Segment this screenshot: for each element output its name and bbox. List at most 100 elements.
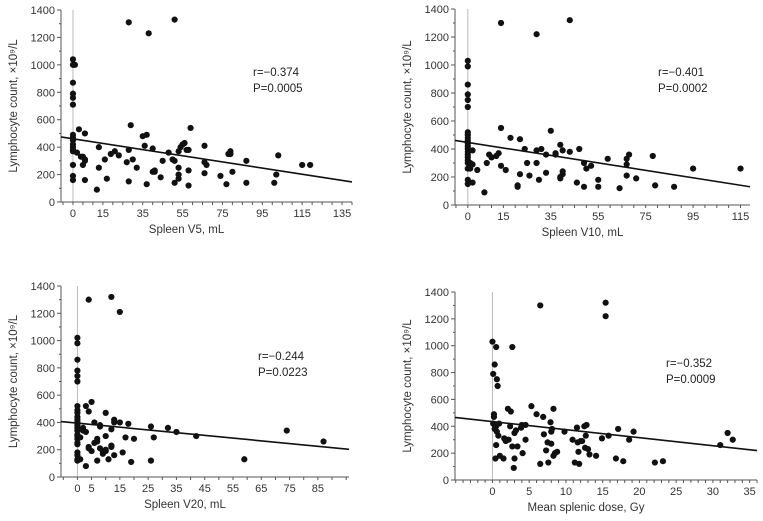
data-point xyxy=(598,435,606,442)
data-point xyxy=(491,361,498,368)
x-tick-label: 65 xyxy=(255,483,267,495)
x-axis-label: Spleen V10, mL xyxy=(542,227,624,239)
y-tick-label: 400 xyxy=(37,142,55,154)
stat-annotation: P=0.0223 xyxy=(258,367,308,379)
x-tick-label: 35 xyxy=(545,211,557,223)
data-point xyxy=(490,370,497,378)
x-tick-label: 95 xyxy=(687,211,699,223)
data-point xyxy=(464,96,471,104)
y-tick-label: 1000 xyxy=(31,60,55,72)
data-point xyxy=(88,447,95,455)
data-point xyxy=(91,419,98,426)
data-point xyxy=(115,152,122,159)
y-tick-label: 400 xyxy=(431,144,449,156)
data-point xyxy=(217,172,224,180)
data-point xyxy=(464,57,471,64)
data-point xyxy=(493,376,500,383)
data-point xyxy=(576,460,583,467)
data-point xyxy=(187,124,194,132)
data-point xyxy=(561,428,568,435)
data-point xyxy=(128,458,135,466)
y-tick-label: 600 xyxy=(431,394,449,406)
y-tick-label: 1200 xyxy=(425,314,449,326)
data-point xyxy=(507,408,514,415)
data-point xyxy=(547,419,554,426)
data-point xyxy=(241,456,248,463)
data-point xyxy=(125,19,132,26)
data-point xyxy=(548,425,556,433)
y-axis-label: Lymphocyte count, ×10⁹/L xyxy=(8,39,20,173)
data-point xyxy=(85,408,92,415)
data-point xyxy=(69,79,77,86)
data-point xyxy=(101,156,108,163)
scatter-panel-1: 0 200 400 600 800 1000 1200 1400 0 15 35 55 75 95 115 1… xyxy=(8,5,353,236)
data-point xyxy=(77,456,84,463)
data-point xyxy=(469,147,476,154)
data-point xyxy=(464,103,471,111)
data-point xyxy=(75,126,83,133)
data-point xyxy=(620,458,627,465)
data-point xyxy=(81,130,89,137)
y-tick-label: 800 xyxy=(431,88,449,100)
regression-line xyxy=(60,420,350,451)
data-point xyxy=(554,448,561,455)
data-point xyxy=(150,434,157,441)
data-point xyxy=(95,164,102,171)
y-tick-label: 0 xyxy=(49,197,55,209)
x-tick-label: 35 xyxy=(744,486,756,498)
data-point xyxy=(271,179,278,186)
data-point xyxy=(147,457,155,464)
x-tick-label: 0 xyxy=(489,486,495,498)
data-point xyxy=(497,19,505,27)
x-tick-label: 115 xyxy=(293,208,311,220)
x-tick-label: 135 xyxy=(333,208,351,220)
data-point xyxy=(522,436,529,443)
data-point xyxy=(566,17,573,24)
x-tick-label: 95 xyxy=(256,208,268,220)
y-axis-label: Lymphocyte count, ×10⁹/L xyxy=(8,314,20,448)
regression-line xyxy=(454,139,751,188)
data-point xyxy=(493,343,500,351)
data-point xyxy=(526,172,533,179)
data-point xyxy=(580,183,588,190)
y-tick-label: 200 xyxy=(431,172,449,184)
data-point xyxy=(133,164,140,171)
x-axis-label: Mean splenic dose, Gy xyxy=(528,502,645,514)
data-point xyxy=(74,334,81,341)
y-tick-label: 600 xyxy=(431,116,449,128)
data-point xyxy=(689,165,697,172)
data-point xyxy=(547,127,554,134)
data-point xyxy=(320,438,327,445)
stat-annotation: P=0.0005 xyxy=(253,83,303,95)
data-point xyxy=(604,155,611,162)
data-point xyxy=(509,443,516,450)
data-point xyxy=(502,166,509,174)
data-point xyxy=(175,171,182,178)
data-point xyxy=(102,409,109,416)
data-point xyxy=(579,437,586,445)
data-point xyxy=(537,302,544,309)
data-point xyxy=(149,145,156,152)
data-point xyxy=(497,124,505,132)
stat-annotation: P=0.0009 xyxy=(666,374,716,386)
x-tick-label: 15 xyxy=(597,486,609,498)
stat-annotation: r=−0.352 xyxy=(666,358,712,370)
data-point xyxy=(88,398,95,406)
y-tick-label: 1400 xyxy=(425,287,449,299)
data-point xyxy=(69,94,77,101)
stat-annotation: r=−0.401 xyxy=(658,67,704,79)
data-point xyxy=(143,131,150,138)
data-point xyxy=(111,452,118,459)
data-point xyxy=(522,421,529,429)
data-point xyxy=(119,449,126,456)
data-point xyxy=(586,451,593,458)
y-tick-label: 1400 xyxy=(31,5,55,17)
data-point xyxy=(659,458,667,465)
data-point xyxy=(507,423,514,430)
data-point xyxy=(125,420,132,427)
data-point xyxy=(623,161,630,168)
data-point xyxy=(69,176,77,184)
data-point xyxy=(481,189,488,196)
data-point xyxy=(82,402,89,410)
